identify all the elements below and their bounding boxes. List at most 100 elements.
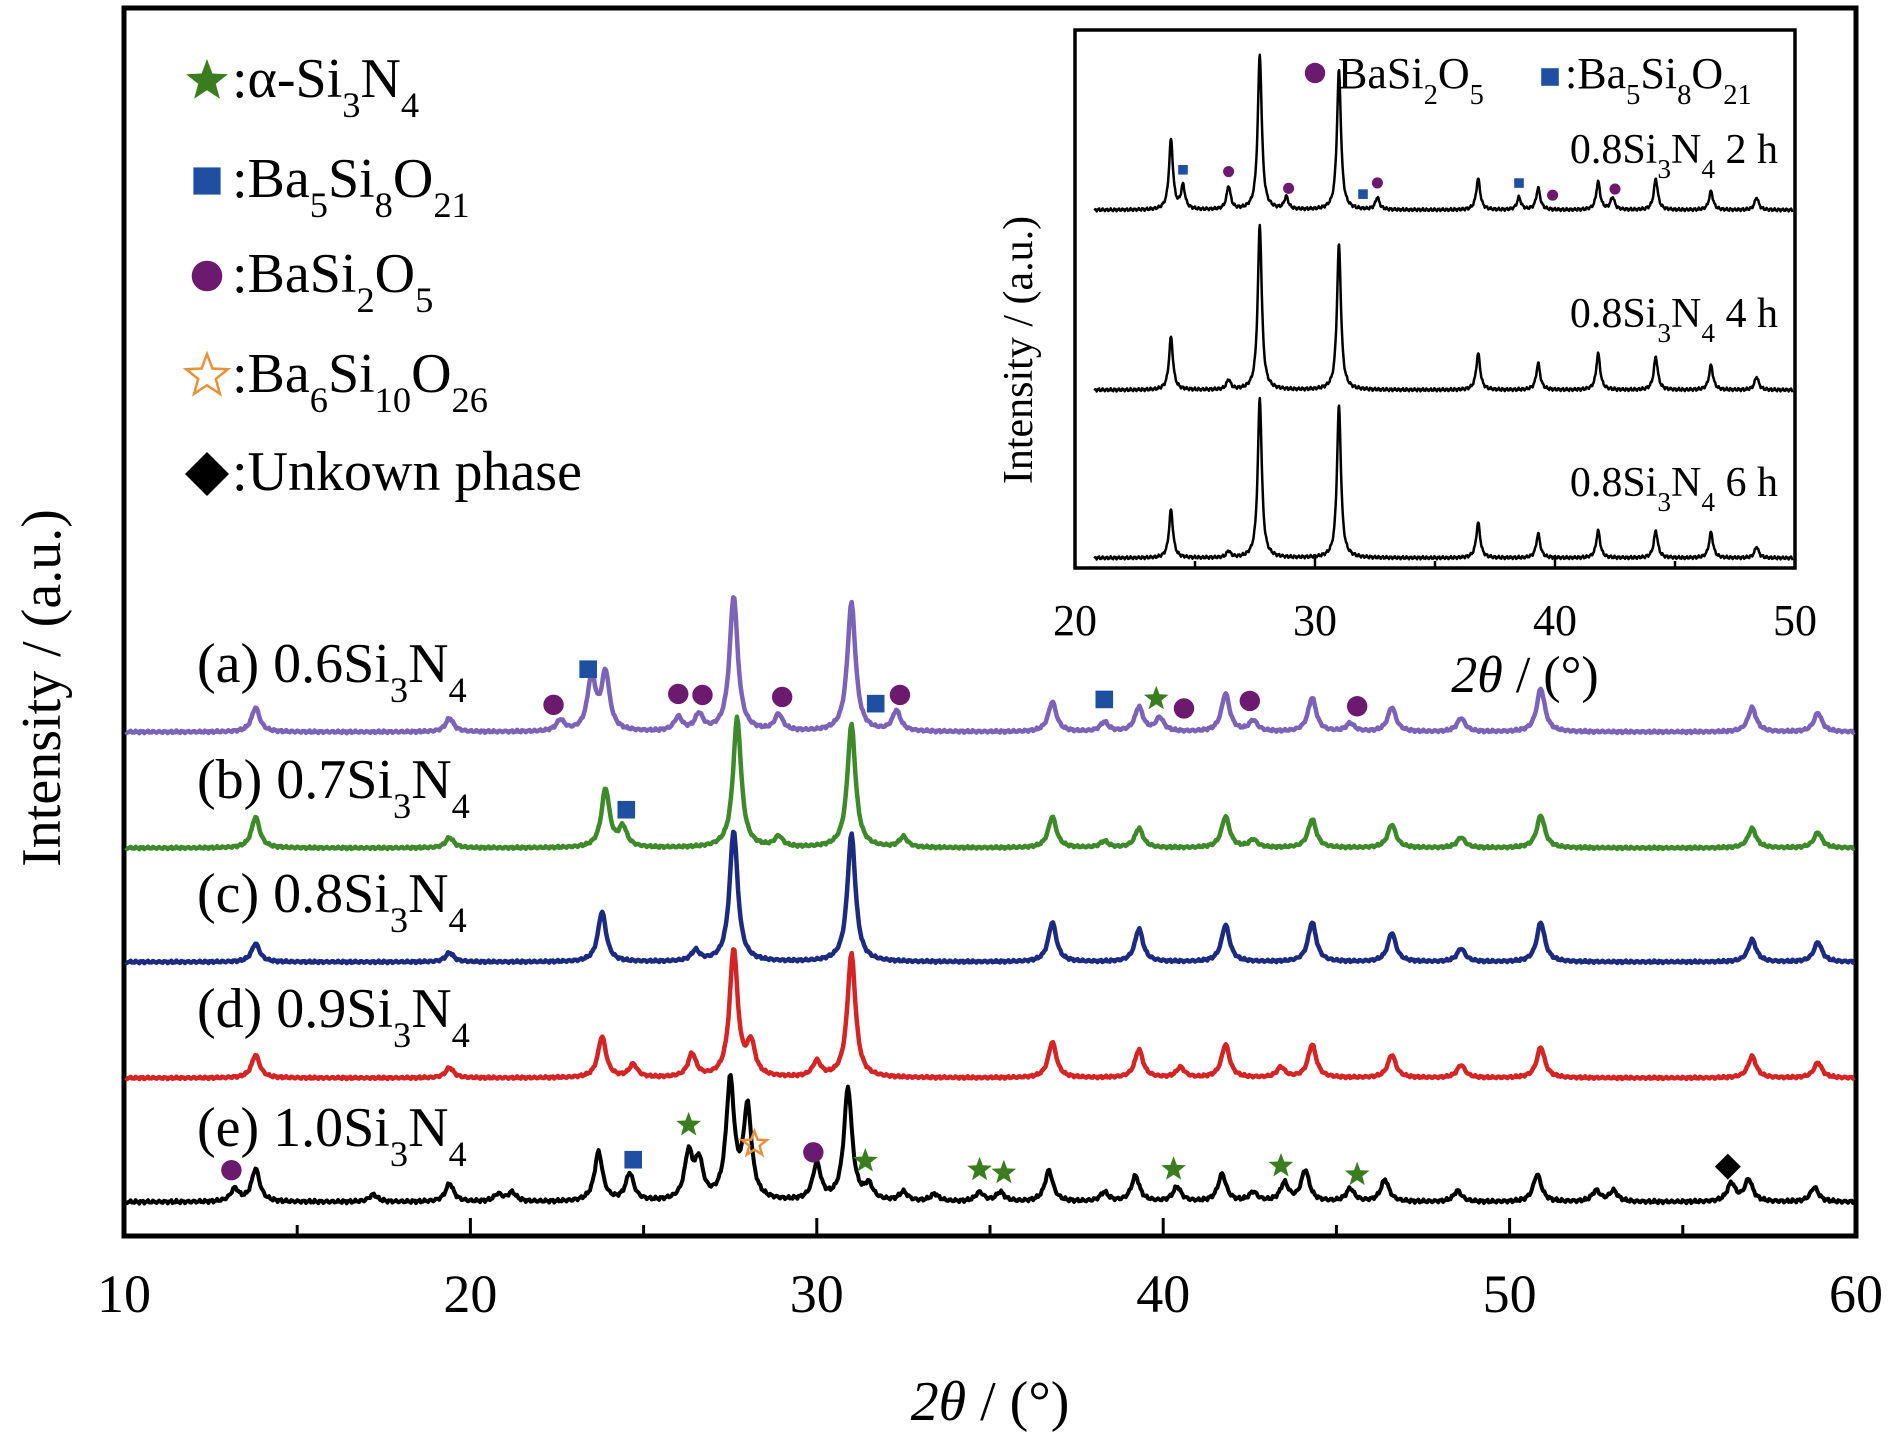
main-x-axis-label-symbol: 2θ (911, 1371, 967, 1433)
peak-marker-diamond (1714, 1153, 1741, 1180)
peak-marker-star (1161, 1156, 1186, 1180)
peak-marker-star (991, 1159, 1017, 1184)
legend-label-ba6si10o26-part: Si (328, 343, 375, 405)
peak-marker-star (1143, 685, 1169, 710)
inset-series-4h-label: 0.8Si3N4 4 h (1570, 291, 1778, 348)
inset-series-6h-label: 0.8Si3N4 6 h (1570, 460, 1778, 517)
peak-marker-star (852, 1148, 878, 1172)
series-a-line (124, 595, 1856, 736)
series-c-line (124, 829, 1856, 966)
inset-series-2h-line (1093, 53, 1794, 213)
inset-legend-label-ba5si8o21-part: 5 (1626, 80, 1640, 111)
main-x-tick-label: 50 (1483, 1264, 1537, 1324)
series-c-label-part: 3 (390, 900, 408, 940)
inset-series-6h-line (1093, 396, 1794, 561)
main-x-axis-label-unit: / (°) (966, 1371, 1069, 1433)
series-d-line (124, 947, 1856, 1082)
inset-peak-marker-circle (1283, 182, 1295, 194)
legend-label-basi2o5-part: :BaSi (232, 243, 356, 305)
inset-peak-marker-circle (1371, 177, 1383, 189)
inset-series-2h-label-part: 4 (1701, 154, 1715, 184)
peak-marker-square (579, 660, 597, 678)
peak-marker-circle (1346, 696, 1368, 717)
peak-marker-square (1095, 690, 1114, 709)
legend-label-alpha-si3n4-part: 3 (342, 85, 360, 125)
inset-y-axis-label: Intensity / (a.u.) (996, 216, 1042, 484)
legend-label-ba6si10o26-part: 10 (375, 380, 411, 420)
legend-label-unknown-phase: :Unkown phase (232, 441, 582, 503)
legend-marker-alpha-si3n4 (186, 59, 228, 99)
peak-marker-circle (221, 1159, 242, 1181)
inset-series-6h-label-part: 3 (1657, 487, 1671, 517)
main-x-axis-label: 2θ / (°) (911, 1371, 1070, 1433)
inset-legend-label-ba5si8o21-part: Si (1640, 49, 1677, 98)
inset-series-4h-label-part: 4 h (1715, 291, 1778, 337)
legend-label-alpha-si3n4-part: :α-Si (232, 48, 342, 110)
legend-marker-unknown-phase (185, 452, 229, 496)
inset-series-4h-label-part: N (1671, 291, 1701, 337)
series-a-label-part: 4 (449, 670, 467, 710)
series-e-label-part: 4 (449, 1134, 467, 1174)
series-a-label-part: N (408, 633, 448, 695)
legend-label-ba5si8o21-part: O (393, 148, 433, 210)
series-b-label: (b) 0.7Si3N4 (197, 749, 470, 826)
inset-legend-label-basi2o5-part: O (1438, 49, 1470, 98)
inset-series-6h-label-part: 0.8Si (1570, 460, 1658, 506)
series-b-label-part: N (411, 749, 451, 811)
series-d-label: (d) 0.9Si3N4 (197, 978, 470, 1055)
legend-label-ba5si8o21: :Ba5Si8O21 (232, 148, 470, 225)
inset-plot-frame (1073, 28, 1797, 570)
series-d-label-part: 3 (393, 1015, 411, 1055)
peak-marker-circle (668, 683, 689, 705)
main-y-axis-label: Intensity / (a.u.) (11, 509, 73, 867)
peak-marker-star (1268, 1153, 1294, 1177)
series-e-label-part: N (408, 1097, 448, 1159)
inset-legend-label-ba5si8o21-part: O (1691, 49, 1723, 98)
series-c-label-part: (c) 0.8Si (197, 863, 390, 925)
inset-legend-label-basi2o5: BaSi2O5 (1338, 49, 1484, 111)
inset-legend-label-basi2o5-part: BaSi (1338, 49, 1424, 98)
main-x-tick-label: 20 (443, 1264, 497, 1324)
peak-marker-open-star (738, 1127, 771, 1158)
legend-label-ba6si10o26-part: 6 (310, 380, 328, 420)
peak-marker-circle (803, 1142, 824, 1163)
legend-label-basi2o5: :BaSi2O5 (232, 243, 433, 320)
main-x-tick-label: 10 (97, 1264, 151, 1324)
legend-label-ba5si8o21-part: Si (328, 148, 375, 210)
series-d-label-part: 4 (452, 1015, 470, 1055)
main-chart: 10 20 30 40 50 60 2θ / (°) Intensity / (a.u.):α… (11, 5, 1883, 1433)
series-b-label-part: 4 (452, 786, 470, 826)
inset-series-6h-label-part: 4 (1701, 487, 1715, 517)
legend-label-alpha-si3n4-part: 4 (401, 85, 419, 125)
peak-marker-square (624, 1150, 643, 1169)
inset-x-tick-label: 20 (1053, 596, 1097, 645)
series-e-line (124, 1073, 1856, 1206)
legend-marker-ba6si10o26 (182, 350, 232, 397)
series-a-label-part: 3 (390, 670, 408, 710)
series-c-label: (c) 0.8Si3N4 (197, 863, 467, 940)
main-x-tick-label: 40 (1136, 1264, 1190, 1324)
inset-legend-label-ba5si8o21-part: :Ba (1565, 49, 1626, 98)
peak-marker-circle (889, 684, 911, 706)
inset-peak-marker-square (1358, 189, 1368, 199)
inset-legend-marker-ba5si8o21 (1541, 68, 1559, 86)
inset-series-4h-label-part: 4 (1701, 318, 1715, 348)
legend-label-ba5si8o21-part: 5 (310, 185, 328, 225)
inset-legend-label-basi2o5-part: 5 (1470, 80, 1484, 111)
inset-series-2h-label-part: 3 (1657, 154, 1671, 184)
series-a-label: (a) 0.6Si3N4 (197, 633, 467, 710)
inset-series-2h-label-part: 0.8Si (1570, 127, 1658, 173)
series-b-label-part: 3 (393, 786, 411, 826)
peak-marker-square (617, 800, 636, 819)
inset-legend-label-ba5si8o21-part: 8 (1677, 80, 1691, 111)
legend-label-unknown-phase-part: :Unkown phase (232, 441, 582, 503)
series-e-label-part: (e) 1.0Si (197, 1097, 390, 1159)
series-a-label-part: (a) 0.6Si (197, 633, 390, 695)
peak-marker-circle (1239, 690, 1261, 712)
inset-peak-marker-square (1514, 178, 1524, 188)
legend-label-ba5si8o21-part: 8 (375, 185, 393, 225)
legend-label-ba6si10o26: :Ba6Si10O26 (232, 343, 488, 420)
peak-marker-circle (692, 684, 713, 706)
